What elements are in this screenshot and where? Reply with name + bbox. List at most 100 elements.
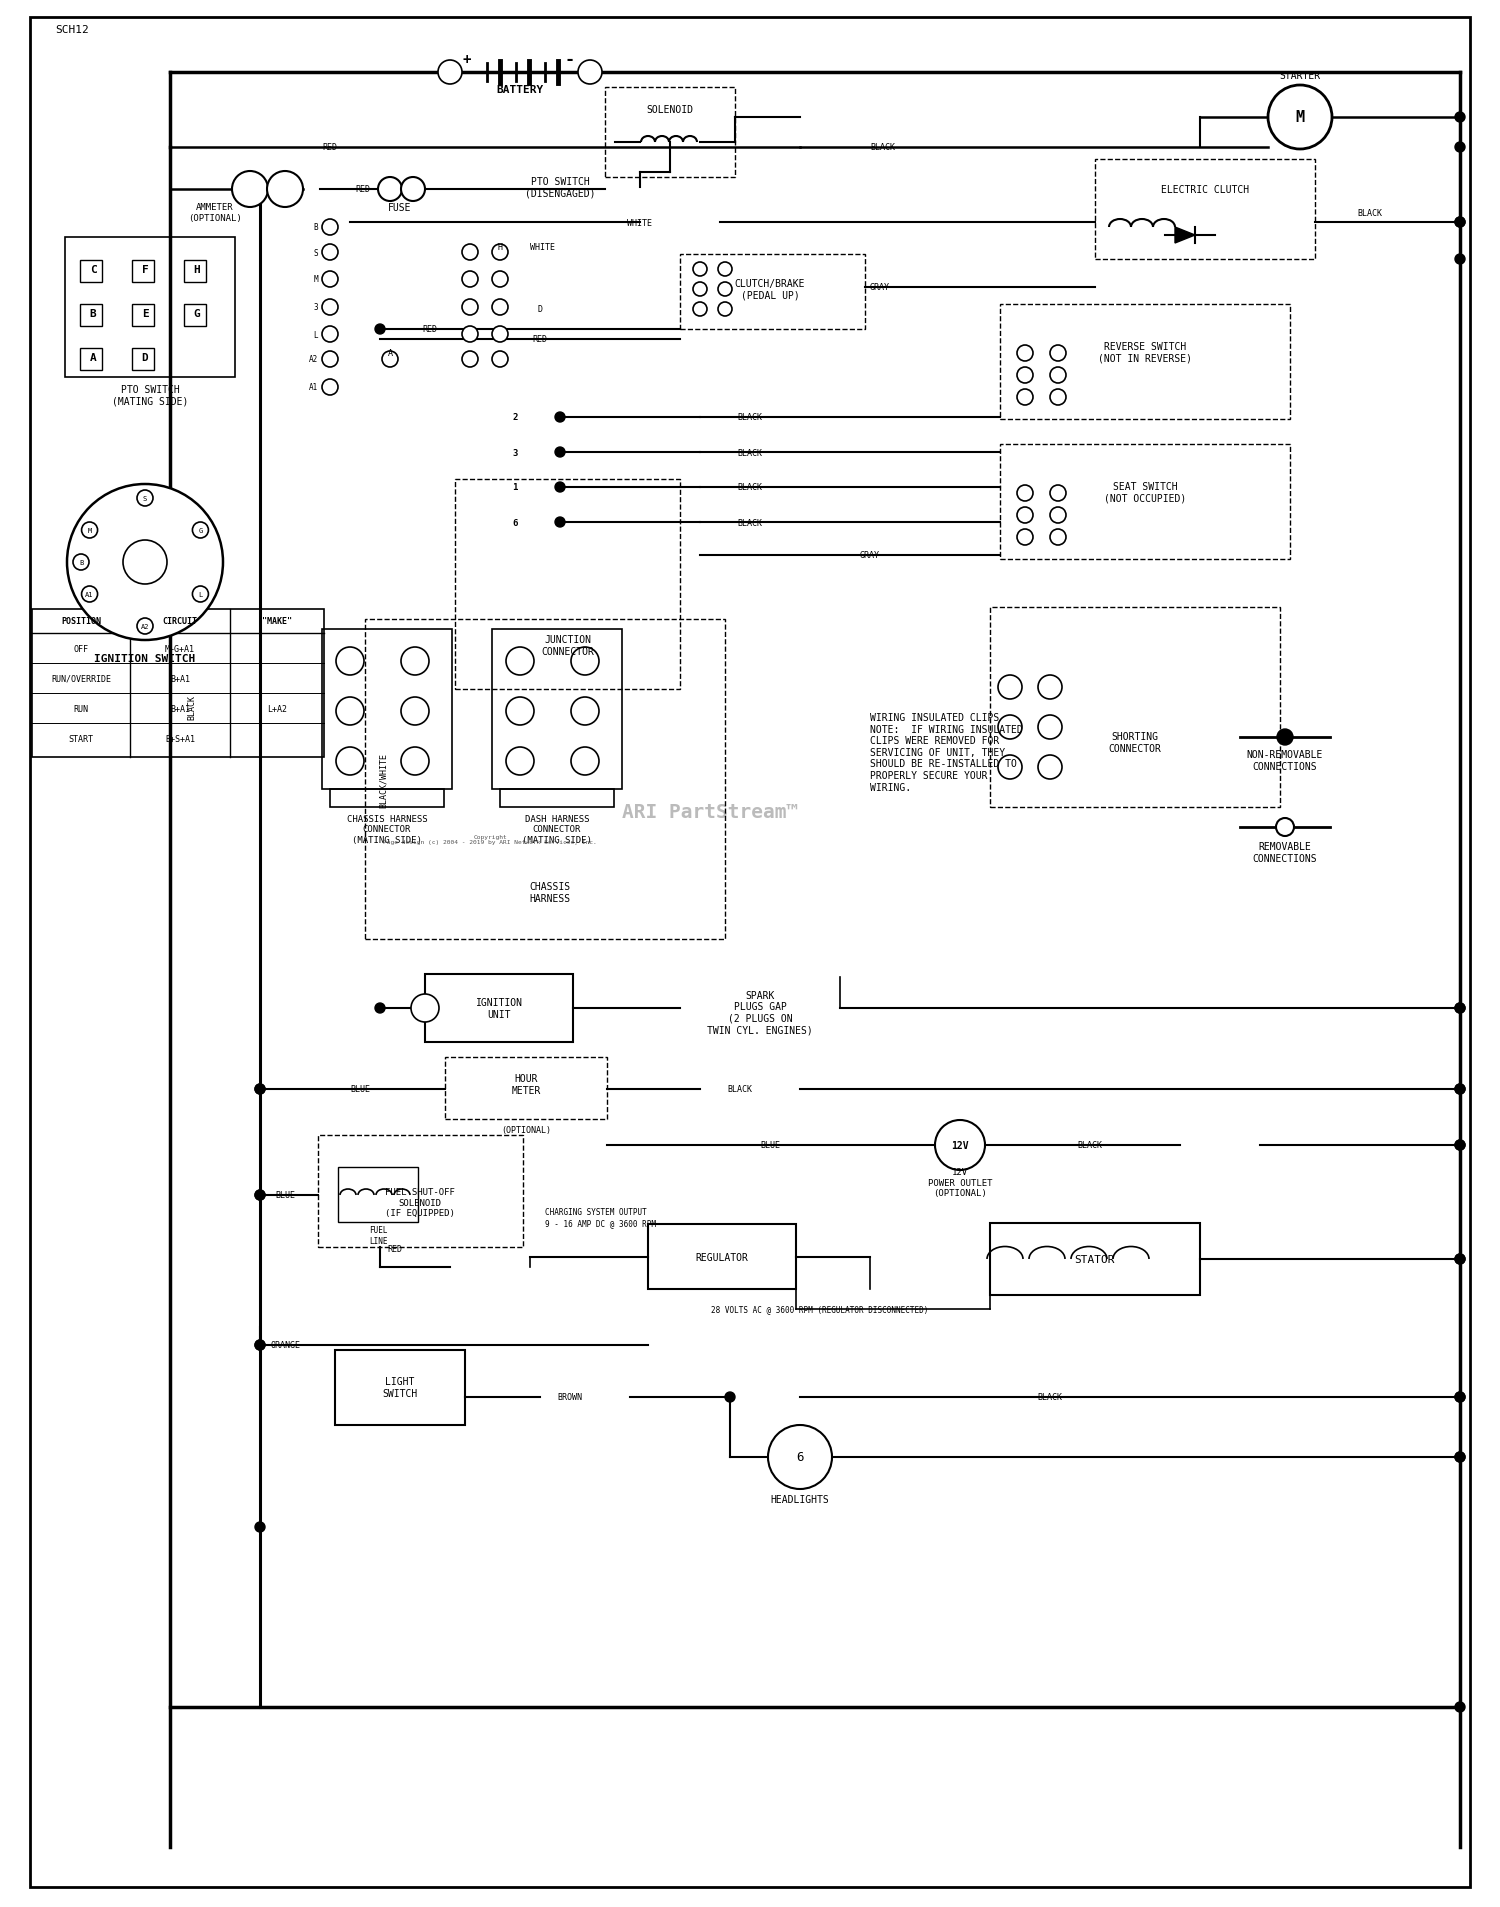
Text: RUN/OVERRIDE: RUN/OVERRIDE xyxy=(51,675,111,683)
Circle shape xyxy=(718,263,732,277)
Text: SHORTING
CONNECTOR: SHORTING CONNECTOR xyxy=(1108,732,1161,753)
Circle shape xyxy=(492,299,508,317)
Circle shape xyxy=(1038,675,1062,700)
Text: AMMETER
(OPTIONAL): AMMETER (OPTIONAL) xyxy=(188,204,242,223)
Bar xyxy=(132,349,154,370)
Bar xyxy=(648,1224,796,1289)
Text: FUEL
LINE: FUEL LINE xyxy=(369,1226,387,1245)
Text: BATTERY: BATTERY xyxy=(496,86,543,95)
Circle shape xyxy=(572,698,598,727)
Circle shape xyxy=(322,326,338,343)
Bar xyxy=(1095,160,1316,259)
Circle shape xyxy=(572,648,598,675)
Bar xyxy=(454,481,680,690)
Text: L+A2: L+A2 xyxy=(267,704,286,713)
Text: GRAY: GRAY xyxy=(859,551,880,561)
Circle shape xyxy=(934,1121,986,1171)
Circle shape xyxy=(492,351,508,368)
Circle shape xyxy=(74,555,88,570)
Text: B: B xyxy=(314,223,318,233)
Circle shape xyxy=(336,748,364,776)
Circle shape xyxy=(438,61,462,86)
Text: LIGHT
SWITCH: LIGHT SWITCH xyxy=(382,1377,417,1398)
Text: M+G+A1: M+G+A1 xyxy=(165,645,195,654)
Text: START: START xyxy=(69,734,93,744)
Text: PTO SWITCH
(MATING SIDE): PTO SWITCH (MATING SIDE) xyxy=(112,385,188,406)
Circle shape xyxy=(1455,113,1466,122)
Text: 28 VOLTS AC @ 3600 RPM (REGULATOR DISCONNECTED): 28 VOLTS AC @ 3600 RPM (REGULATOR DISCON… xyxy=(711,1304,928,1314)
Circle shape xyxy=(1017,486,1034,502)
Text: WHITE: WHITE xyxy=(530,244,555,252)
Circle shape xyxy=(1455,217,1466,227)
Bar xyxy=(184,261,206,282)
Bar xyxy=(80,349,102,370)
Text: 3: 3 xyxy=(314,303,318,313)
Text: FUSE: FUSE xyxy=(388,202,411,214)
Circle shape xyxy=(1050,368,1066,383)
Text: B+A1: B+A1 xyxy=(170,704,190,713)
Circle shape xyxy=(400,177,424,202)
Circle shape xyxy=(462,351,478,368)
Text: OFF: OFF xyxy=(74,645,88,654)
Text: BLACK: BLACK xyxy=(738,448,762,458)
Circle shape xyxy=(232,172,268,208)
Circle shape xyxy=(81,587,98,603)
Text: M: M xyxy=(87,528,92,534)
Circle shape xyxy=(1276,818,1294,837)
Circle shape xyxy=(506,698,534,727)
Bar xyxy=(1000,444,1290,561)
Text: (OPTIONAL): (OPTIONAL) xyxy=(501,1125,550,1135)
Text: JUNCTION
CONNECTOR: JUNCTION CONNECTOR xyxy=(542,635,594,656)
Circle shape xyxy=(462,299,478,317)
Circle shape xyxy=(81,523,98,538)
Circle shape xyxy=(1455,1140,1466,1150)
Circle shape xyxy=(411,994,440,1022)
Text: S: S xyxy=(142,496,147,502)
Circle shape xyxy=(136,618,153,635)
Text: E: E xyxy=(141,309,148,318)
Bar xyxy=(322,629,452,789)
Text: WIRING INSULATED CLIPS
NOTE:  IF WIRING INSULATED
CLIPS WERE REMOVED FOR
SERVICI: WIRING INSULATED CLIPS NOTE: IF WIRING I… xyxy=(870,713,1023,791)
Text: C: C xyxy=(90,265,96,275)
Text: BLUE: BLUE xyxy=(274,1190,296,1200)
Text: RED: RED xyxy=(322,143,338,153)
Circle shape xyxy=(693,303,706,317)
Text: BLUE: BLUE xyxy=(350,1085,370,1095)
Text: A1: A1 xyxy=(309,383,318,393)
Text: G: G xyxy=(198,528,202,534)
Text: CHASSIS
HARNESS: CHASSIS HARNESS xyxy=(530,881,570,904)
Text: FUEL SHUT-OFF
SOLENOID
(IF EQUIPPED): FUEL SHUT-OFF SOLENOID (IF EQUIPPED) xyxy=(386,1188,454,1217)
Circle shape xyxy=(192,523,208,538)
Circle shape xyxy=(255,1085,266,1095)
Circle shape xyxy=(1455,1255,1466,1264)
Circle shape xyxy=(255,1190,266,1200)
Circle shape xyxy=(718,303,732,317)
Circle shape xyxy=(693,263,706,277)
Text: REVERSE SWITCH
(NOT IN REVERSE): REVERSE SWITCH (NOT IN REVERSE) xyxy=(1098,341,1192,364)
Circle shape xyxy=(1455,1392,1466,1402)
Text: NON-REMOVABLE
CONNECTIONS: NON-REMOVABLE CONNECTIONS xyxy=(1246,749,1323,772)
Circle shape xyxy=(400,748,429,776)
Circle shape xyxy=(1455,1085,1466,1095)
Text: L: L xyxy=(198,591,202,597)
Circle shape xyxy=(1050,389,1066,406)
Text: REMOVABLE
CONNECTIONS: REMOVABLE CONNECTIONS xyxy=(1252,841,1317,864)
Circle shape xyxy=(255,1190,266,1200)
Text: G: G xyxy=(194,309,201,318)
Bar xyxy=(604,88,735,177)
Circle shape xyxy=(322,244,338,261)
Circle shape xyxy=(492,326,508,343)
Bar xyxy=(446,1058,608,1119)
Circle shape xyxy=(336,648,364,675)
Circle shape xyxy=(322,299,338,317)
Text: 2: 2 xyxy=(513,414,517,421)
Text: RUN: RUN xyxy=(74,704,88,713)
Text: +: + xyxy=(464,53,471,67)
Circle shape xyxy=(462,273,478,288)
Text: 3: 3 xyxy=(513,448,517,458)
Circle shape xyxy=(998,755,1022,780)
Text: HOUR
METER: HOUR METER xyxy=(512,1074,540,1095)
Circle shape xyxy=(492,273,508,288)
Text: CHARGING SYSTEM OUTPUT
9 - 16 AMP DC @ 3600 RPM: CHARGING SYSTEM OUTPUT 9 - 16 AMP DC @ 3… xyxy=(544,1207,656,1226)
Circle shape xyxy=(718,282,732,297)
